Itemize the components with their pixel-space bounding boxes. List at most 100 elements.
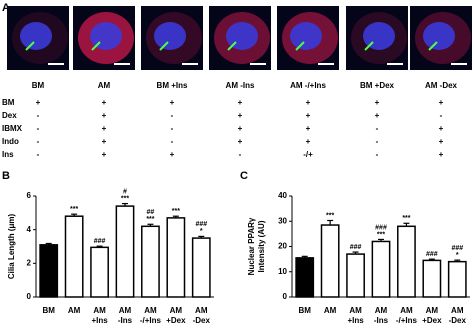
nucleus (20, 22, 52, 50)
cilium (295, 41, 305, 51)
bar (64, 215, 84, 298)
table-cell: + (306, 137, 311, 146)
bar (371, 240, 391, 298)
table-cell: - (37, 124, 40, 133)
error-bar (122, 202, 128, 207)
table-cell: + (102, 124, 107, 133)
image-label: AM (98, 81, 111, 90)
table-cell: + (238, 98, 243, 107)
x-tick-label: AM (426, 306, 439, 315)
x-tick-label: -/+Ins (396, 316, 418, 325)
significance-mark: # (123, 188, 127, 195)
table-cell: - (37, 150, 40, 159)
table-cell: - (440, 111, 443, 120)
table-cell: + (375, 98, 380, 107)
cilium (428, 41, 438, 51)
error-bar (327, 219, 334, 226)
x-tick-label: AM (349, 306, 362, 315)
x-tick-label: -Ins (118, 316, 133, 325)
error-bar (71, 213, 78, 217)
significance-mark: *** (172, 208, 180, 215)
x-tick-label: BM (298, 306, 311, 315)
y-tick-label: 0 (27, 292, 32, 301)
error-bar (147, 223, 154, 227)
significance-mark: ### (451, 245, 463, 252)
table-cell: - (376, 124, 379, 133)
error-bar (172, 215, 179, 218)
significance-mark: *** (377, 231, 385, 238)
x-tick-label: AM (451, 306, 464, 315)
table-cell: -/+ (303, 150, 313, 159)
error-bar (45, 242, 52, 245)
significance-mark: ### (94, 238, 106, 245)
cilium (91, 41, 101, 51)
x-tick-label: AM (375, 306, 388, 315)
error-bar (378, 238, 384, 242)
y-tick-label: 30 (278, 216, 287, 225)
table-cell: + (170, 98, 175, 107)
error-bar (428, 258, 435, 261)
significance-mark: * (456, 252, 459, 259)
bar (422, 259, 442, 298)
bar (191, 237, 211, 298)
y-axis-label: Intensity (AU) (257, 220, 266, 272)
y-axis-label: Cilia Length (μm) (7, 214, 16, 280)
table-cell: + (439, 98, 444, 107)
x-tick-label: BM (42, 306, 55, 315)
table-cell: + (102, 111, 107, 120)
error-bar (96, 245, 103, 248)
y-tick-label: 10 (278, 267, 287, 276)
significance-mark: * (200, 228, 203, 235)
x-tick-label: -Dex (193, 316, 211, 325)
table-cell: + (102, 150, 107, 159)
table-cell: - (239, 150, 242, 159)
x-tick-label: AM (324, 306, 337, 315)
table-cell: + (36, 98, 41, 107)
row-label: IBMX (2, 124, 23, 133)
table-cell: - (171, 124, 174, 133)
x-tick-label: +Ins (347, 316, 364, 325)
table-cell: + (238, 111, 243, 120)
row-label: Dex (2, 111, 17, 120)
cilium (227, 41, 237, 51)
bar (447, 260, 467, 298)
y-tick-label: 0 (283, 292, 288, 301)
x-tick-label: -Dex (449, 316, 467, 325)
y-axis-label: Nuclear PPARγ (247, 217, 256, 275)
image-label: AM -Ins (226, 81, 255, 90)
table-cell: - (37, 137, 40, 146)
x-tick-label: AM (68, 306, 81, 315)
table-cell: + (306, 98, 311, 107)
row-label: Ins (2, 150, 14, 159)
y-tick-label: 2 (27, 258, 32, 267)
bar (115, 205, 135, 298)
error-bar (301, 255, 308, 258)
bar (320, 224, 340, 298)
table-cell: + (439, 124, 444, 133)
bar (166, 217, 186, 298)
y-tick-label: 4 (27, 225, 32, 234)
table-cell: - (376, 150, 379, 159)
nucleus (154, 22, 186, 50)
bar (397, 225, 416, 298)
table-cell: - (171, 137, 174, 146)
x-tick-label: AM (119, 306, 132, 315)
y-tick-label: 20 (278, 242, 287, 251)
table-cell: + (306, 111, 311, 120)
cilium (364, 41, 374, 51)
bar (90, 246, 109, 298)
image-label: BM (32, 81, 45, 90)
x-tick-label: +Dex (422, 316, 442, 325)
x-tick-label: AM (400, 306, 413, 315)
row-label: BM (2, 98, 15, 107)
significance-mark: ## (147, 209, 155, 216)
image-label: BM +Dex (360, 81, 395, 90)
significance-mark: *** (146, 216, 154, 223)
panel-label: A (2, 2, 10, 14)
x-tick-label: -/+Ins (140, 316, 162, 325)
y-tick-label: 40 (278, 191, 287, 200)
x-tick-label: AM (93, 306, 106, 315)
table-cell: - (171, 111, 174, 120)
panel-label: B (2, 170, 10, 182)
